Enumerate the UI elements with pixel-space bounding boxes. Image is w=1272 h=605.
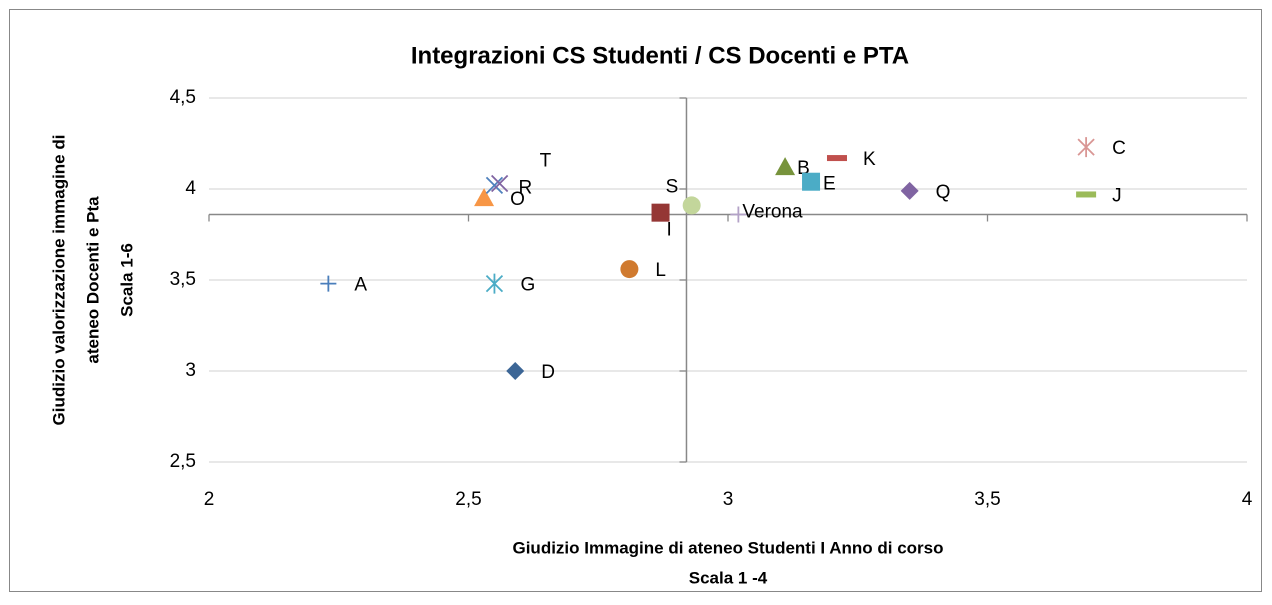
y-tick-label: 4 — [185, 178, 196, 199]
y-tick-label: 3 — [185, 360, 196, 381]
chart-border — [9, 9, 1262, 592]
point-label: K — [863, 149, 876, 170]
chart-title: Integrazioni CS Studenti / CS Docenti e … — [411, 42, 909, 69]
y-tick-label: 2,5 — [170, 451, 196, 472]
point — [506, 362, 525, 380]
point-label: G — [520, 275, 535, 296]
point — [620, 260, 639, 279]
y-axis-title: Giudizio valorizzazione immagine di — [49, 135, 68, 426]
y-tick-label: 3,5 — [170, 269, 196, 290]
point-label: Q — [936, 182, 951, 203]
x-axis-title: Scala 1 -4 — [689, 568, 768, 587]
point-label: S — [666, 176, 679, 197]
point-label: I — [667, 220, 672, 241]
x-tick-label: 2,5 — [455, 489, 481, 510]
point-label: T — [540, 151, 552, 172]
point-label: J — [1112, 185, 1122, 206]
point-label: R — [518, 177, 532, 198]
point — [682, 196, 701, 215]
point — [485, 273, 504, 294]
point — [826, 155, 847, 162]
x-tick-label: 3,5 — [974, 489, 1000, 510]
point — [730, 206, 747, 223]
y-tick-label: 4,5 — [170, 87, 196, 108]
point — [491, 174, 509, 193]
point-label: E — [823, 174, 836, 195]
point — [1077, 137, 1095, 158]
point-label: Verona — [742, 201, 803, 222]
x-tick-label: 3 — [723, 489, 734, 510]
y-axis-title: ateneo Docenti e Pta — [83, 196, 102, 364]
point-label: O — [510, 189, 525, 210]
point — [320, 275, 337, 292]
point — [1076, 191, 1097, 198]
point — [775, 157, 796, 176]
x-axis-title: Giudizio Immagine di ateneo Studenti I A… — [512, 538, 943, 557]
point — [900, 181, 919, 200]
point — [651, 203, 670, 222]
point-label: L — [655, 260, 666, 281]
x-tick-label: 4 — [1242, 489, 1253, 510]
y-axis-title: Scala 1-6 — [117, 243, 136, 317]
point — [802, 172, 821, 191]
point — [485, 176, 504, 194]
x-tick-label: 2 — [204, 489, 215, 510]
point-label: C — [1112, 138, 1126, 159]
point — [474, 188, 495, 207]
point-label: D — [541, 362, 555, 383]
point-label: A — [354, 275, 367, 296]
